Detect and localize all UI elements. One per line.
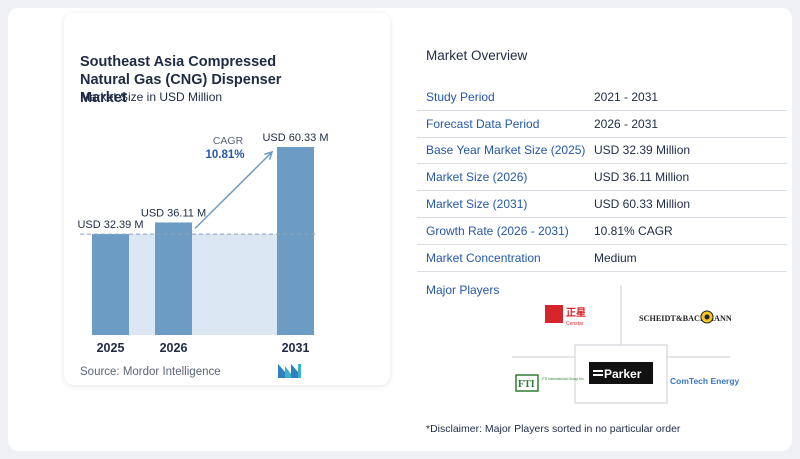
overview-row: Market Size (2031) USD 60.33 Million [417, 191, 787, 218]
row-value: 10.81% CAGR [594, 223, 673, 238]
data-label: USD 60.33 M [262, 132, 328, 144]
mordor-logo-icon [278, 364, 301, 378]
row-value: USD 32.39 Million [594, 143, 691, 158]
overview-row: Study Period 2021 - 2031 [417, 84, 787, 111]
disclaimer: *Disclaimer: Major Players sorted in no … [426, 423, 681, 435]
comtech-logo-icon: ComTech Energy [670, 376, 740, 386]
row-label: Forecast Data Period [426, 116, 540, 131]
overview-row: Base Year Market Size (2025) USD 32.39 Mi… [417, 138, 787, 165]
overview-row: Growth Rate (2026 - 2031) 10.81% CAGR [417, 218, 787, 245]
row-label: Study Period [426, 89, 495, 104]
row-label: Market Size (2031) [426, 197, 528, 212]
fti-sub-text: FTI International Group Inc. [542, 377, 585, 381]
row-value: USD 60.33 Million [594, 197, 691, 212]
row-value: 2021 - 2031 [594, 89, 659, 104]
comtech-text: ComTech Energy [670, 376, 740, 386]
bar-2026 [155, 222, 192, 335]
overview-row: Market Concentration Medium [417, 245, 787, 272]
base-level-band [129, 234, 277, 335]
fti-text: FTI [518, 379, 535, 390]
bar-2031 [277, 147, 314, 335]
major-players-title: Major Players [426, 283, 500, 297]
overview-row: Forecast Data Period 2026 - 2031 [417, 111, 787, 138]
chart-subtitle: Market Size in USD Million [80, 90, 223, 104]
cagr-arrow [194, 151, 273, 230]
censtar-logo-icon: 正星 Censtar [545, 305, 586, 327]
source-note: Source: Mordor Intelligence [80, 366, 221, 378]
data-label: USD 36.11 M [141, 207, 206, 219]
x-tick-label: 2026 [160, 341, 188, 355]
row-label: Growth Rate (2026 - 2031) [426, 223, 569, 238]
x-tick-label: 2031 [282, 341, 310, 355]
overview-title: Market Overview [426, 48, 528, 63]
scheidt-text: SCHEIDT&BACHMANN [639, 314, 732, 323]
parker-logo-icon: Parker [589, 362, 653, 384]
cagr-arrowhead [264, 150, 274, 160]
bar-2025 [92, 234, 129, 335]
row-value: Medium [594, 250, 637, 265]
data-label: USD 32.39 M [77, 219, 143, 231]
overview-row: Market Size (2026) USD 36.11 Million [417, 164, 787, 192]
fti-logo-icon: FTI FTI International Group Inc. [515, 374, 585, 392]
row-label: Market Size (2026) [426, 170, 528, 185]
censtar-cn-text: 正星 [566, 307, 586, 319]
chart-title: Southeast Asia Compressed Natural Gas (C… [80, 54, 282, 106]
row-value: 2026 - 2031 [594, 116, 659, 131]
overview-table: Study Period 2021 - 2031 Forecast Data Pe… [417, 84, 787, 272]
row-label: Market Concentration [426, 250, 541, 265]
parker-text: Parker [604, 367, 642, 381]
cagr-label: CAGR [213, 135, 244, 147]
row-label: Base Year Market Size (2025) [426, 143, 586, 158]
cagr-value: 10.81% [205, 149, 244, 161]
row-value: USD 36.11 Million [594, 170, 690, 185]
censtar-text: Censtar [566, 321, 584, 327]
x-tick-label: 2025 [97, 341, 125, 355]
scheidt-bachmann-logo-icon: SCHEIDT&BACHMANN [639, 310, 732, 324]
